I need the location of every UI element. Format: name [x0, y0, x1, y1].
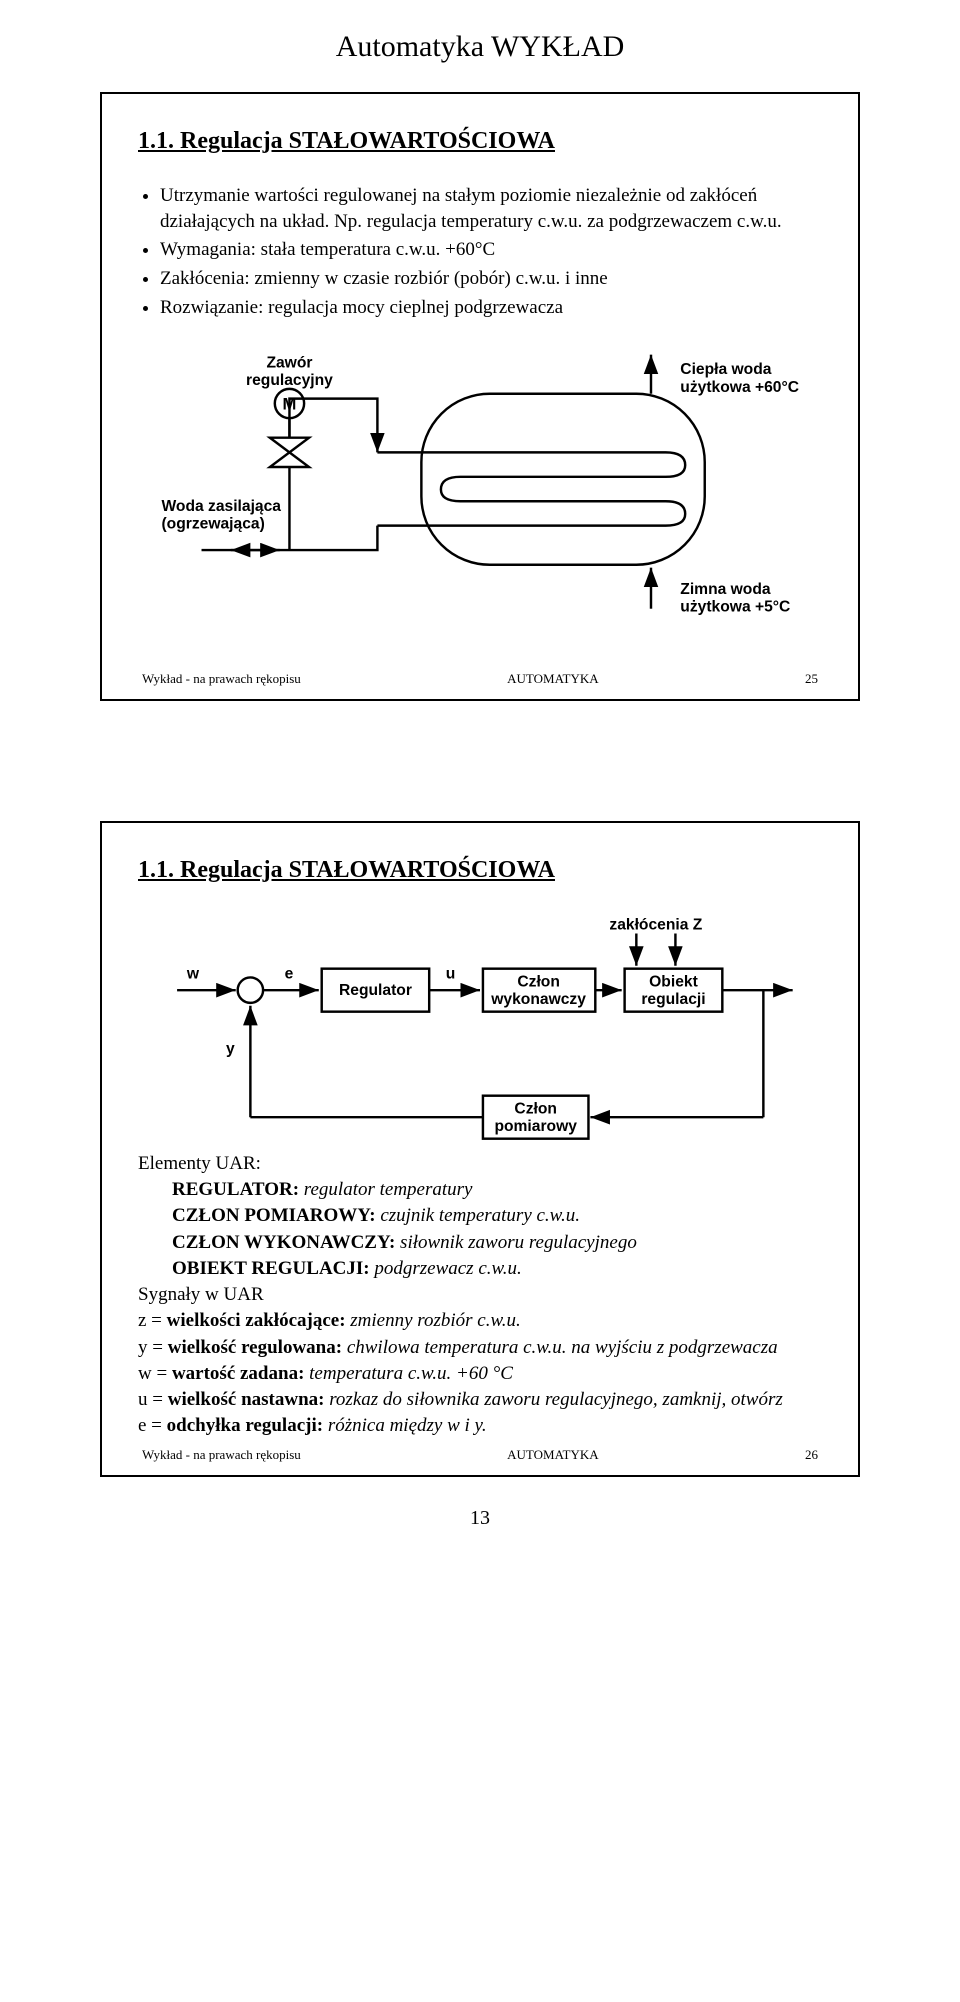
footer-right: 25	[805, 671, 818, 687]
control-loop-diagram: zakłócenia Z w e Regulator u Człon wykon…	[138, 912, 822, 1151]
signals-head: Sygnały w UAR	[138, 1282, 822, 1308]
doc-title: Automatyka WYKŁAD	[100, 30, 860, 64]
reg-line: REGULATOR: regulator temperatury	[172, 1177, 822, 1203]
valve-label: Zawór	[266, 355, 312, 372]
cold-label2: użytkowa +5°C	[680, 599, 790, 616]
w-label: w	[186, 965, 200, 982]
feed-label2: (ogrzewająca)	[161, 516, 264, 533]
w-line: w = wartość zadana: temperatura c.w.u. +…	[138, 1361, 822, 1387]
slide-1: 1.1. Regulacja STAŁOWARTOŚCIOWA Utrzyman…	[100, 92, 860, 701]
meas-line: CZŁON POMIAROWY: czujnik temperatury c.w…	[172, 1203, 822, 1229]
footer-mid: AUTOMATYKA	[507, 671, 598, 687]
z-line: z = wielkości zakłócające: zmienny rozbi…	[138, 1308, 822, 1334]
y-label: y	[226, 1040, 235, 1057]
cold-label1: Zimna woda	[680, 581, 771, 598]
u-line: u = wielkość nastawna: rozkaz do siłowni…	[138, 1387, 822, 1413]
u-label: u	[446, 965, 456, 982]
footer-right: 26	[805, 1447, 818, 1463]
page-number: 13	[100, 1507, 860, 1530]
obj-line: OBIEKT REGULACJI: podgrzewacz c.w.u.	[172, 1256, 822, 1282]
bullet: Zakłócenia: zmienny w czasie rozbiór (po…	[160, 266, 822, 292]
slide2-title: 1.1. Regulacja STAŁOWARTOŚCIOWA	[138, 857, 822, 884]
bullet: Utrzymanie wartości regulowanej na stały…	[160, 183, 822, 234]
slide1-bullets: Utrzymanie wartości regulowanej na stały…	[160, 183, 822, 320]
elements-head: Elementy UAR:	[138, 1151, 822, 1177]
feed-label1: Woda zasilająca	[161, 498, 281, 515]
obj-text2: regulacji	[641, 991, 705, 1008]
slide1-title: 1.1. Regulacja STAŁOWARTOŚCIOWA	[138, 128, 822, 155]
act-text1: Człon	[517, 973, 560, 990]
obj-text1: Obiekt	[649, 973, 698, 990]
heater-vessel	[421, 394, 704, 565]
summing-junction	[238, 977, 263, 1002]
page: Automatyka WYKŁAD 1.1. Regulacja STAŁOWA…	[0, 0, 960, 1570]
slide2-footer: Wykład - na prawach rękopisu AUTOMATYKA …	[138, 1447, 822, 1465]
meas-text1: Człon	[514, 1100, 557, 1117]
bullet: Rozwiązanie: regulacja mocy cieplnej pod…	[160, 295, 822, 321]
valve-icon	[270, 438, 309, 467]
act-line: CZŁON WYKONAWCZY: siłownik zaworu regula…	[172, 1230, 822, 1256]
e-label: e	[285, 965, 294, 982]
heater-diagram: Zawór regulacyjny M Woda zasilająca (ogr…	[138, 340, 822, 662]
hot-label1: Ciepła woda	[680, 361, 771, 378]
act-text2: wykonawczy	[490, 991, 586, 1008]
slide1-footer: Wykład - na prawach rękopisu AUTOMATYKA …	[138, 671, 822, 689]
elements-block: Elementy UAR: REGULATOR: regulator tempe…	[138, 1151, 822, 1439]
footer-mid: AUTOMATYKA	[507, 1447, 598, 1463]
hot-label2: użytkowa +60°C	[680, 379, 799, 396]
slide-2: 1.1. Regulacja STAŁOWARTOŚCIOWA zakłócen…	[100, 821, 860, 1478]
e-line: e = odchyłka regulacji: różnica między w…	[138, 1413, 822, 1439]
valve-label2: regulacyjny	[246, 372, 333, 389]
y-line: y = wielkość regulowana: chwilowa temper…	[138, 1335, 822, 1361]
disturb-label: zakłócenia Z	[609, 916, 702, 933]
footer-left: Wykład - na prawach rękopisu	[142, 1447, 301, 1463]
meas-text2: pomiarowy	[494, 1118, 577, 1135]
regulator-text: Regulator	[339, 982, 412, 999]
footer-left: Wykład - na prawach rękopisu	[142, 671, 301, 687]
bullet: Wymagania: stała temperatura c.w.u. +60°…	[160, 237, 822, 263]
